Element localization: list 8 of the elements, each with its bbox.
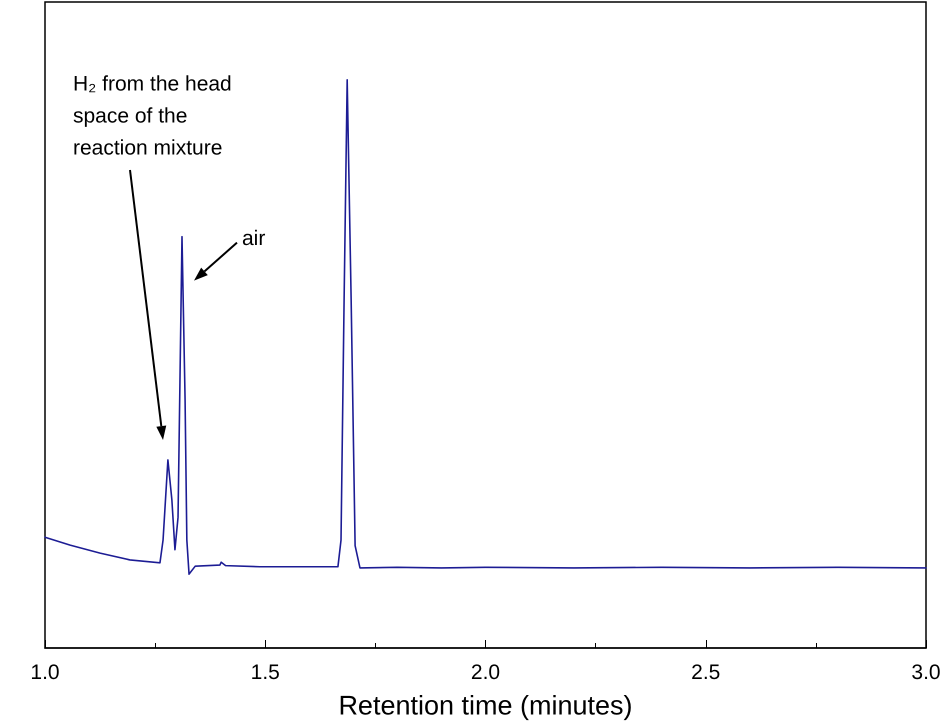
x-tick-label: 1.5	[250, 661, 280, 684]
x-tick-label: 2.5	[691, 661, 720, 684]
x-tick-label: 3.0	[911, 661, 941, 684]
annotation: H₂ from the head space of the reaction mixture	[73, 72, 238, 160]
x-tick-label: 2.0	[470, 661, 500, 684]
x-tick-label: 1.0	[30, 661, 60, 684]
x-axis-title: Retention time (minutes)	[338, 690, 633, 720]
annotation: air	[242, 227, 266, 250]
